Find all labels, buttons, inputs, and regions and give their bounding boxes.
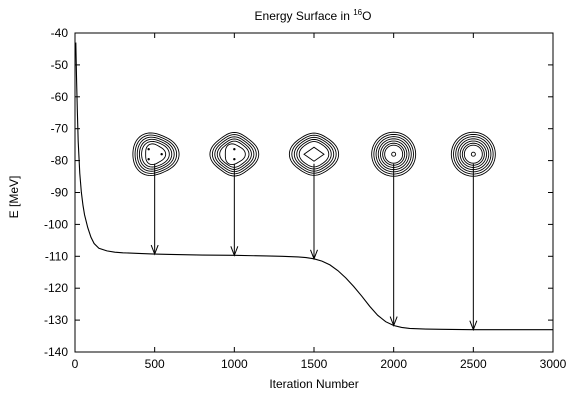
annotation-arrowhead xyxy=(150,244,159,256)
y-tick-label: -130 xyxy=(44,313,68,327)
y-tick-label: -70 xyxy=(51,122,69,136)
x-tick-label: 2500 xyxy=(460,357,487,371)
contour-ring xyxy=(219,140,250,168)
contour-ring xyxy=(216,138,252,170)
contour-inner-ring xyxy=(463,144,483,164)
contour-ring xyxy=(211,134,257,175)
contour-ring xyxy=(138,138,173,170)
contour-ring xyxy=(450,131,496,177)
contour-inner-ring xyxy=(384,144,404,164)
contour-ring xyxy=(141,140,170,168)
annotation-arrowhead xyxy=(310,249,318,261)
contour-ring xyxy=(375,136,412,173)
contour-ring xyxy=(209,131,260,177)
contour-ring xyxy=(136,136,175,172)
plot-area: 0 500 1000 1500 2000 2500 3000 -40 -50 -60 -70 -80 -… xyxy=(44,26,567,371)
contour-ring xyxy=(132,132,180,176)
x-tick-label: 2000 xyxy=(380,357,407,371)
contour-inner-diamond xyxy=(303,146,325,162)
contour-ring xyxy=(455,136,492,173)
chart-title-superscript: 16 xyxy=(353,8,362,17)
x-tick-label: 0 xyxy=(72,357,79,371)
contour-center-point xyxy=(147,148,150,151)
y-tick-label: -100 xyxy=(44,217,68,231)
y-axis-label: E [MeV] xyxy=(7,176,21,219)
contour-ring xyxy=(298,141,330,168)
x-tick-label: 3000 xyxy=(540,357,567,371)
y-tick-label: -90 xyxy=(51,186,69,200)
contour-ring xyxy=(453,133,494,175)
contour-center-ring xyxy=(470,151,476,157)
x-tick-label: 1000 xyxy=(221,357,248,371)
annotation-arrowhead xyxy=(230,246,239,257)
contour-ring xyxy=(371,131,417,177)
contour-ring xyxy=(373,133,414,175)
annotation-arrowhead xyxy=(469,320,478,332)
contour-ring xyxy=(459,140,487,168)
y-tick-label: -110 xyxy=(45,249,68,263)
contour-ring xyxy=(380,140,408,168)
contour-ring xyxy=(293,136,335,172)
contour-ring xyxy=(382,142,406,166)
x-tick-label: 1500 xyxy=(301,357,328,371)
contour-center-ring xyxy=(391,151,397,157)
chart-title: Energy Surface in 16O xyxy=(255,8,372,23)
x-axis-label: Iteration Number xyxy=(269,377,358,391)
contour-ring xyxy=(214,136,255,173)
contour-ring xyxy=(377,138,410,171)
contour-ring xyxy=(457,138,490,171)
y-tick-label: -40 xyxy=(51,26,69,40)
chart-title-main: Energy Surface in xyxy=(255,9,354,23)
x-tick-label: 500 xyxy=(145,357,165,371)
contour-ring xyxy=(296,138,332,170)
contour-center-point xyxy=(233,148,236,151)
contour-inner-ring xyxy=(224,143,246,166)
y-tick-label: -140 xyxy=(44,345,68,359)
energy-curve xyxy=(75,42,553,331)
contour-ring xyxy=(134,134,178,174)
y-tick-label: -80 xyxy=(51,154,69,168)
contour-ring xyxy=(288,132,340,176)
contour-center-point xyxy=(160,153,163,156)
contour-center-point xyxy=(147,158,150,161)
y-tick-label: -120 xyxy=(44,281,68,295)
contour-ring xyxy=(461,142,485,166)
chart-title-suffix: O xyxy=(362,9,371,23)
annotation-arrowhead xyxy=(389,316,398,327)
y-tick-label: -50 xyxy=(51,58,69,72)
contour-inner-ring xyxy=(145,143,167,166)
contour-center-point xyxy=(233,158,236,161)
contour-ring xyxy=(291,134,337,174)
y-tick-label: -60 xyxy=(51,90,69,104)
